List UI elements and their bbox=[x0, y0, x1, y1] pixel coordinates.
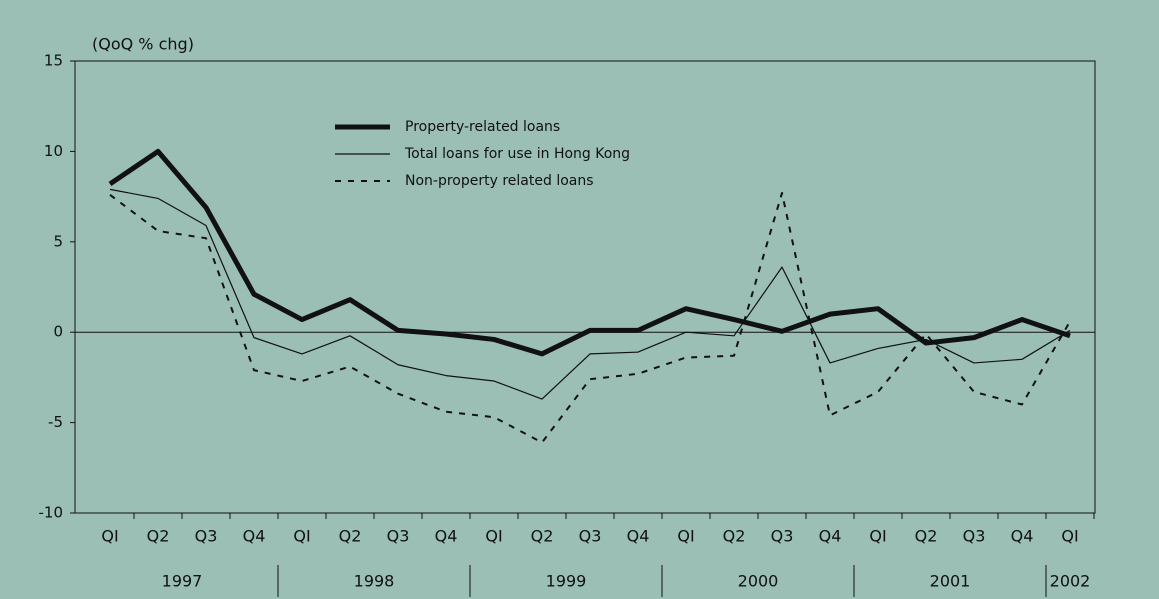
y-axis-label: (QoQ % chg) bbox=[92, 35, 194, 54]
plot-frame bbox=[74, 60, 1096, 514]
y-tick-label: 10 bbox=[44, 142, 63, 160]
x-tick-label: Q3 bbox=[963, 527, 986, 546]
legend: Property-related loans Total loans for us… bbox=[335, 119, 630, 189]
x-tick-label: Q2 bbox=[531, 527, 554, 546]
y-tick-label: 0 bbox=[53, 323, 63, 341]
x-tick-label: Q2 bbox=[147, 527, 170, 546]
x-tick-label: Q4 bbox=[243, 527, 266, 546]
year-label: 2000 bbox=[738, 572, 779, 591]
series-line bbox=[108, 148, 1071, 357]
y-tick-label: 15 bbox=[44, 52, 63, 70]
y-tick-label: -10 bbox=[39, 504, 64, 522]
x-tick-label: QI bbox=[1061, 527, 1078, 546]
year-label: 1997 bbox=[162, 572, 203, 591]
x-tick-label: Q3 bbox=[579, 527, 602, 546]
year-label: 1998 bbox=[354, 572, 395, 591]
x-tick-label: QI bbox=[101, 527, 118, 546]
x-tick-label: Q3 bbox=[387, 527, 410, 546]
legend-label: Total loans for use in Hong Kong bbox=[404, 146, 630, 162]
x-tick-label: QI bbox=[677, 527, 694, 546]
x-tick-label: QI bbox=[869, 527, 886, 546]
x-tick-label: Q2 bbox=[723, 527, 746, 546]
x-tick-label: Q4 bbox=[627, 527, 650, 546]
x-tick-label: Q2 bbox=[339, 527, 362, 546]
y-tick-label: -5 bbox=[48, 413, 63, 431]
x-tick-label: QI bbox=[485, 527, 502, 546]
x-tick-label: Q2 bbox=[915, 527, 938, 546]
legend-label: Property-related loans bbox=[405, 119, 560, 135]
legend-label: Non-property related loans bbox=[405, 173, 594, 189]
x-tick-label: QI bbox=[293, 527, 310, 546]
x-tick-label: Q4 bbox=[1011, 527, 1034, 546]
series-line bbox=[109, 188, 1071, 400]
series-line bbox=[109, 191, 1071, 444]
year-label: 2002 bbox=[1050, 572, 1091, 591]
x-tick-label: Q3 bbox=[195, 527, 218, 546]
x-tick-label: Q3 bbox=[771, 527, 794, 546]
year-label: 1999 bbox=[546, 572, 587, 591]
year-label: 2001 bbox=[930, 572, 971, 591]
x-tick-label: Q4 bbox=[435, 527, 458, 546]
x-tick-label: Q4 bbox=[819, 527, 842, 546]
y-tick-label: 5 bbox=[53, 232, 63, 250]
